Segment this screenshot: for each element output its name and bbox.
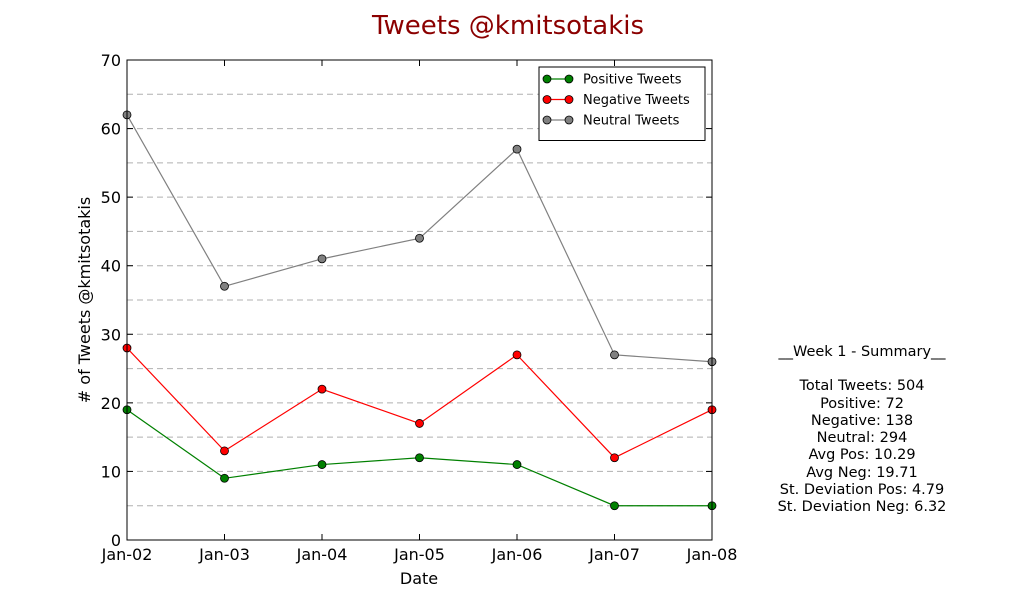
summary-avg-pos: Avg Pos: 10.29	[808, 447, 916, 464]
y-axis-label: # of Tweets @kmitsotakis	[75, 197, 94, 403]
data-point	[610, 453, 619, 463]
data-point	[415, 453, 424, 463]
summary-std-neg: St. Deviation Neg: 6.32	[777, 499, 947, 516]
y-tick-label: 30	[101, 325, 121, 344]
data-point	[415, 419, 424, 428]
x-tick-label: Jan-07	[588, 545, 640, 564]
y-tick-label: 60	[101, 120, 121, 139]
grid-lines	[127, 93, 712, 507]
legend-marker	[564, 95, 574, 104]
legend: Positive Tweets Negative Tweets Neutral Tw…	[538, 66, 706, 141]
legend-marker	[542, 74, 552, 84]
summary-negative: Negative: 138	[810, 412, 914, 429]
x-tick-label: Jan-04	[296, 545, 348, 564]
y-tick-label: 50	[101, 188, 121, 207]
data-point	[610, 501, 619, 511]
legend-label-negative-tweets: Negative Tweets	[583, 93, 690, 108]
legend-label-positive-tweets: Positive Tweets	[583, 73, 682, 88]
y-tick-label: 70	[101, 51, 121, 70]
summary-spacer	[712, 361, 1012, 378]
x-tick-label: Jan-05	[393, 545, 445, 564]
summary-avg-neg: Avg Neg: 19.71	[806, 464, 918, 481]
summary-total-tweets: Total Tweets: 504	[799, 378, 925, 395]
data-point	[610, 350, 619, 360]
y-tick-label: 40	[101, 257, 121, 276]
y-tick-label: 10	[101, 462, 121, 481]
series-layer	[122, 110, 717, 511]
data-point	[512, 460, 522, 469]
data-point	[317, 384, 327, 394]
legend-marker	[542, 115, 552, 125]
data-point	[415, 233, 424, 243]
x-tick-label: Jan-02	[101, 545, 153, 564]
axis-ticks: 0 10 20 30 40 50 60 70 Jan-02 Jan-03 Jan-04 Jan-05 J…	[101, 51, 738, 564]
summary-neutral: Neutral: 294	[816, 430, 908, 447]
x-axis-label: Date	[400, 569, 438, 588]
data-point	[512, 350, 522, 360]
week-summary-panel: __Week 1 - Summary__ Total Tweets: 504 P…	[712, 344, 1012, 517]
chart-title: Tweets @kmitsotakis	[371, 11, 644, 41]
x-tick-label: Jan-08	[686, 545, 738, 564]
y-tick-label: 0	[111, 531, 121, 550]
x-tick-label: Jan-03	[198, 545, 250, 564]
data-point	[317, 460, 327, 469]
data-point	[220, 446, 229, 456]
data-point	[220, 281, 229, 291]
data-point	[220, 473, 229, 483]
legend-label-neutral-tweets: Neutral Tweets	[583, 114, 680, 129]
summary-heading: __Week 1 - Summary__	[778, 344, 946, 360]
legend-marker	[564, 115, 574, 125]
data-point	[512, 144, 522, 154]
x-tick-label: Jan-06	[491, 545, 543, 564]
series-neutral-tweets	[122, 110, 717, 367]
data-point	[317, 254, 327, 264]
legend-marker	[564, 74, 574, 84]
summary-std-pos: St. Deviation Pos: 4.79	[779, 482, 945, 499]
legend-marker	[542, 95, 552, 104]
summary-positive: Positive: 72	[820, 395, 904, 412]
y-tick-label: 20	[101, 394, 121, 413]
